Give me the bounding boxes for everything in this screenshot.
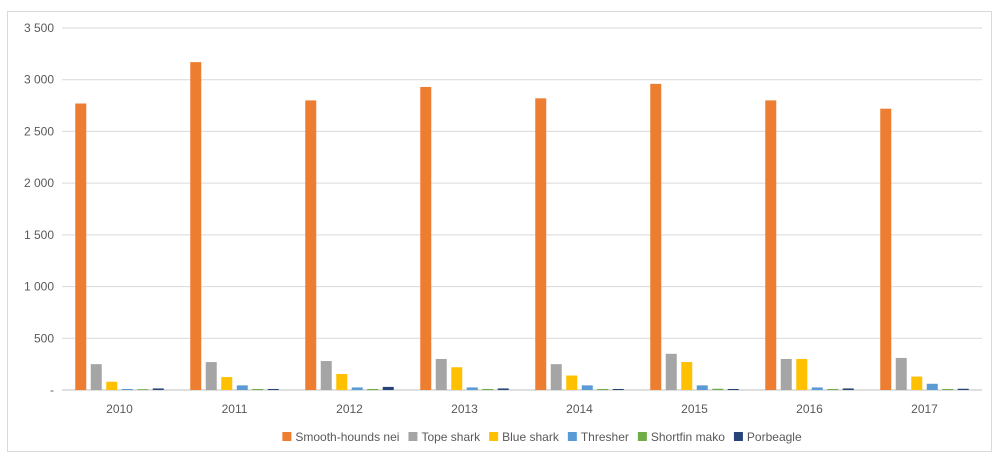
bar <box>252 388 264 390</box>
bar <box>827 388 839 390</box>
bar <box>942 388 954 390</box>
bar <box>612 388 624 390</box>
bar <box>665 353 677 390</box>
bar <box>106 381 118 390</box>
bar <box>681 362 693 390</box>
legend-item: Smooth-hounds nei <box>282 430 399 444</box>
x-tick-label: 2015 <box>681 402 708 416</box>
bar <box>205 362 217 390</box>
bar <box>382 386 394 390</box>
bar <box>90 364 102 390</box>
x-tick-label: 2014 <box>566 402 593 416</box>
bar <box>566 375 578 390</box>
bar <box>581 385 593 390</box>
bar <box>466 387 478 390</box>
bar <box>336 373 348 390</box>
bar <box>351 387 363 390</box>
legend-label: Shortfin mako <box>651 430 725 444</box>
bar <box>236 385 248 390</box>
x-tick-label: 2013 <box>451 402 478 416</box>
legend-label: Thresher <box>581 430 629 444</box>
bar <box>152 388 164 390</box>
bar <box>895 357 907 390</box>
y-tick-label: 3 000 <box>24 73 54 87</box>
x-tick-label: 2010 <box>106 402 133 416</box>
legend-swatch <box>408 432 418 441</box>
bar <box>482 388 494 390</box>
bar <box>550 364 562 390</box>
legend-swatch <box>637 432 647 441</box>
bar <box>696 385 708 390</box>
legend-item: Thresher <box>567 430 629 444</box>
bar <box>880 108 892 390</box>
legend-swatch <box>282 432 292 441</box>
bar <box>597 388 609 390</box>
legend-item: Shortfin mako <box>637 430 725 444</box>
legend-label: Porbeagle <box>747 430 802 444</box>
bar <box>712 388 724 390</box>
x-tick-label: 2011 <box>222 402 248 416</box>
y-tick-label: 3 500 <box>24 21 54 35</box>
bars <box>75 62 969 391</box>
bar <box>190 62 202 390</box>
x-tick-label: 2016 <box>796 402 823 416</box>
y-tick-label: 500 <box>34 331 54 345</box>
bar <box>780 358 792 390</box>
legend-item: Blue shark <box>489 430 560 444</box>
x-tick-label: 2017 <box>911 402 938 416</box>
y-tick-label: 2 000 <box>24 176 54 190</box>
legend-item: Tope shark <box>408 430 481 444</box>
legend-label: Tope shark <box>421 430 481 444</box>
bar <box>796 358 808 390</box>
bar <box>305 100 317 391</box>
bar <box>75 103 87 390</box>
legend-label: Blue shark <box>502 430 560 444</box>
bar <box>811 387 823 390</box>
legend-label: Smooth-hounds nei <box>295 430 399 444</box>
bar <box>911 376 923 390</box>
bar <box>320 361 332 390</box>
bar <box>727 388 739 390</box>
y-tick-label: - <box>50 383 54 397</box>
legend-swatch <box>567 432 577 441</box>
y-tick-label: 1 500 <box>24 228 54 242</box>
bar <box>121 388 133 390</box>
bar <box>367 388 379 390</box>
bar <box>842 388 854 390</box>
y-axis-tick-labels: - 500 1 000 1 500 2 000 2 500 3 000 3 500 <box>24 21 54 397</box>
legend: Smooth-hounds nei Tope shark Blue shark Thr… <box>282 430 802 444</box>
bar <box>451 367 463 390</box>
bar <box>267 388 279 390</box>
x-axis-tick-labels: 2010 2011 2012 2013 2014 2015 2016 2017 <box>106 402 938 416</box>
legend-item: Porbeagle <box>733 430 802 444</box>
y-tick-label: 1 000 <box>24 280 54 294</box>
bar <box>221 377 233 390</box>
x-tick-label: 2012 <box>336 402 363 416</box>
bar <box>137 389 149 390</box>
bar <box>535 98 547 391</box>
bar <box>435 358 447 390</box>
bar <box>926 383 938 390</box>
y-tick-label: 2 500 <box>24 124 54 138</box>
bar <box>497 388 509 390</box>
bar <box>650 83 662 390</box>
bar <box>957 388 969 390</box>
bar <box>765 100 777 391</box>
chart-frame <box>7 11 992 452</box>
legend-swatch <box>489 432 499 441</box>
bar <box>420 86 432 390</box>
legend-swatch <box>733 432 743 441</box>
